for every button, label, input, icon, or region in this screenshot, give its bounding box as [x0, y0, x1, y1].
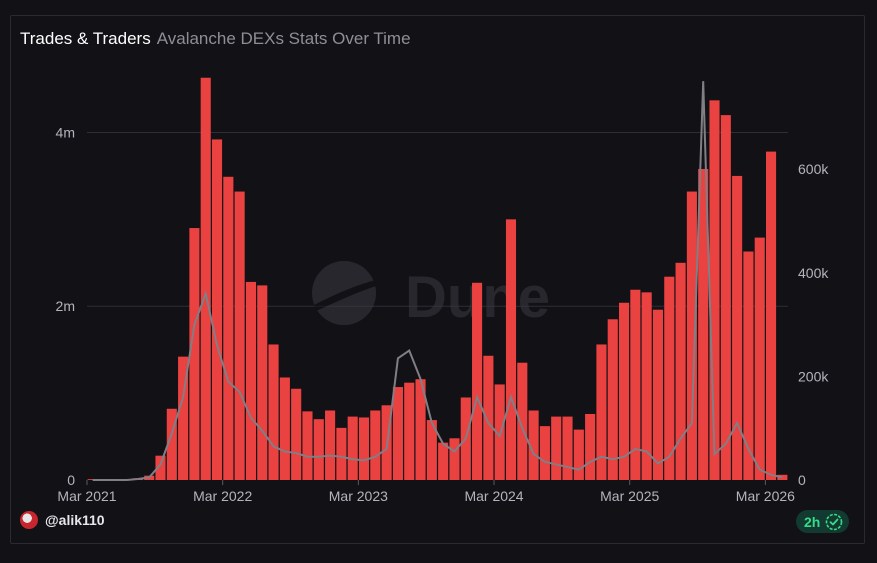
x-tick-label: Mar 2021 [57, 488, 116, 504]
bar [720, 115, 731, 480]
y-left-tick-label: 4m [56, 124, 75, 140]
bar [358, 417, 370, 480]
line-series [92, 81, 783, 481]
bar [211, 139, 223, 481]
y-axis-left: 0 2m 4m [56, 124, 76, 488]
bar [245, 281, 256, 480]
dune-logo-icon [312, 261, 376, 325]
author-handle[interactable]: @alik110 [45, 512, 105, 528]
y-axis-right: 0 200k 400k 600k [798, 161, 829, 488]
bar [539, 426, 550, 480]
avatar-icon [20, 511, 38, 529]
y-left-tick-label: 2m [56, 298, 75, 314]
bar [257, 285, 268, 480]
bar [732, 175, 743, 480]
bar [630, 289, 641, 480]
bar [505, 219, 517, 480]
bar [754, 237, 765, 480]
bar [166, 408, 177, 480]
bar [268, 344, 279, 480]
x-tick-label: Mar 2022 [193, 488, 252, 504]
chart-subtitle: Avalanche DEXs Stats Over Time [156, 29, 411, 48]
bar [528, 410, 539, 480]
freshness-badge[interactable]: 2h [796, 510, 850, 533]
chart-title-row: Trades & Traders Avalanche DEXs Stats Ove… [20, 29, 411, 49]
bar [223, 176, 234, 480]
bar [392, 387, 403, 480]
bar [404, 382, 415, 480]
x-tick-label: Mar 2026 [736, 488, 795, 504]
x-tick-label: Mar 2025 [600, 488, 659, 504]
bar [573, 429, 584, 480]
bar [336, 427, 347, 480]
y-right-tick-label: 0 [798, 472, 806, 488]
author[interactable]: @alik110 [20, 511, 105, 529]
x-axis: Mar 2021 Mar 2022 Mar 2023 Mar 2024 Mar 2025… [57, 480, 795, 504]
bar [675, 262, 686, 480]
bar [686, 191, 697, 481]
bar [449, 438, 460, 480]
bar [585, 413, 596, 480]
bar [652, 309, 664, 480]
bar [664, 276, 675, 480]
bar [200, 77, 211, 481]
y-right-tick-label: 600k [798, 161, 829, 177]
bar [302, 411, 313, 480]
freshness-age: 2h [804, 513, 821, 530]
bar [325, 410, 336, 480]
bar [743, 251, 754, 480]
bar [765, 151, 777, 480]
bar [347, 416, 358, 480]
bar [698, 168, 709, 480]
bar [472, 282, 483, 480]
bar-series [87, 77, 788, 481]
bar [426, 420, 437, 480]
x-tick-label: Mar 2023 [329, 488, 388, 504]
bar [415, 379, 426, 480]
bar [370, 410, 381, 480]
bar [709, 100, 720, 480]
bar [178, 356, 189, 480]
chart-title: Trades & Traders [20, 29, 151, 48]
bar [641, 292, 652, 480]
bar [619, 302, 630, 480]
bar [551, 416, 562, 480]
y-left-tick-label: 0 [67, 472, 75, 488]
bar [291, 388, 302, 480]
x-tick-label: Mar 2024 [464, 488, 523, 504]
bar [562, 416, 573, 480]
y-right-tick-label: 200k [798, 368, 829, 384]
y-right-tick-label: 400k [798, 265, 829, 281]
bar [313, 419, 324, 480]
bar [279, 377, 290, 480]
bar [494, 384, 505, 480]
bar [607, 319, 618, 480]
check-circle-icon [826, 513, 843, 530]
bar [189, 228, 200, 480]
bar [438, 442, 449, 480]
bar [596, 344, 607, 480]
bar [517, 362, 528, 480]
bar [234, 191, 245, 481]
bar [483, 355, 494, 480]
bar [155, 455, 166, 480]
